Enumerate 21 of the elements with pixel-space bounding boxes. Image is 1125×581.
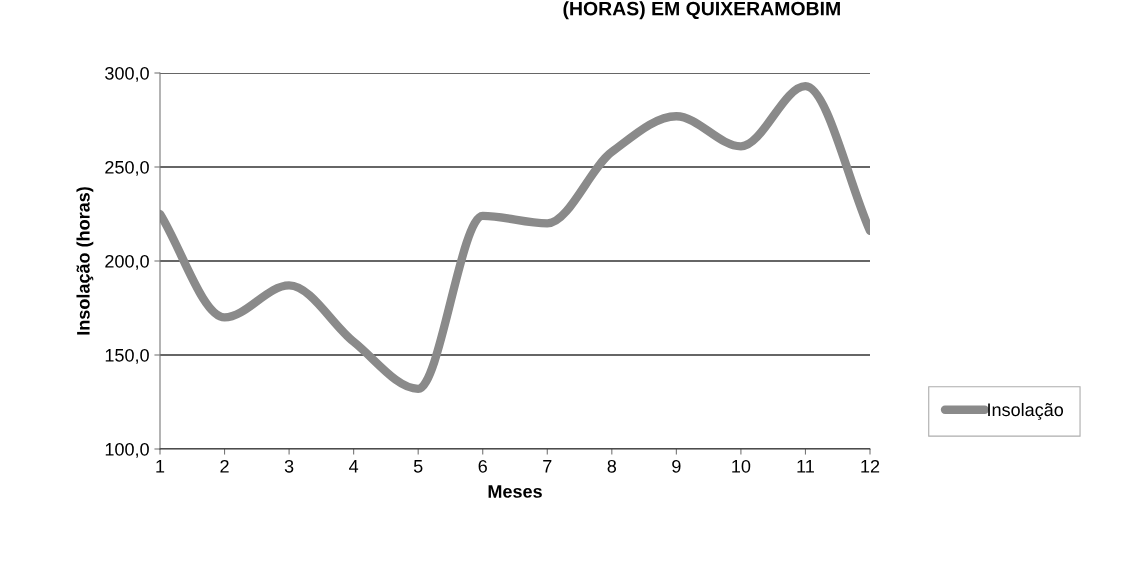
x-tick-label: 10: [732, 459, 751, 473]
x-tick-label: 1: [156, 460, 165, 473]
x-tick-label: 7: [543, 460, 552, 473]
x-tick-label: 4: [349, 460, 359, 473]
x-tick-label: 9: [672, 459, 681, 473]
x-tick-label: 2: [220, 459, 229, 473]
y-tick-label: 250,0: [105, 160, 149, 176]
x-tick-label: 12: [861, 459, 880, 473]
chart-title: (HORAS) EM QUIXERAMOBIM: [563, 1, 840, 20]
y-tick-label: 200,0: [105, 254, 149, 270]
x-tick-label: 5: [413, 460, 423, 473]
x-tick-label: 6: [478, 459, 487, 473]
legend-label: Insolação: [988, 402, 1064, 420]
x-tick-label: 3: [284, 459, 294, 473]
x-tick-label: 11: [797, 460, 814, 473]
y-tick-label: 150,0: [105, 348, 149, 364]
y-axis-title: Insolação (horas): [76, 187, 94, 335]
y-tick-label: 100,0: [105, 442, 149, 458]
x-axis-title: Meses: [488, 485, 542, 498]
y-tick-label: 300,0: [105, 66, 149, 82]
x-tick-label: 8: [607, 459, 617, 473]
